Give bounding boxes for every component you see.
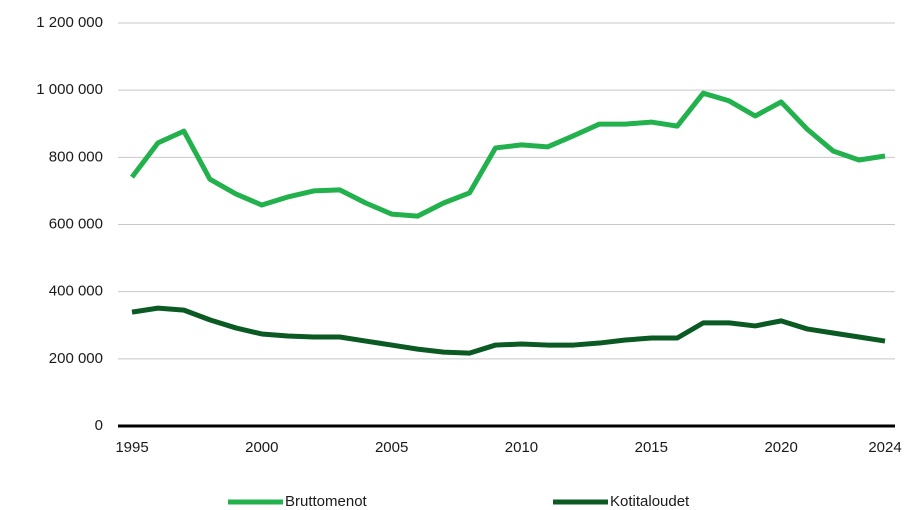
y-tick-label: 1 200 000	[36, 14, 103, 31]
x-tick-label: 2015	[635, 439, 668, 456]
x-tick-label: 2024	[868, 439, 901, 456]
y-tick-label: 0	[95, 417, 103, 434]
legend-label: Kotitaloudet	[610, 493, 690, 510]
x-tick-label: 2020	[764, 439, 797, 456]
y-tick-label: 200 000	[49, 350, 103, 367]
x-tick-label: 2010	[505, 439, 538, 456]
x-tick-label: 2005	[375, 439, 408, 456]
data-line	[131, 305, 886, 356]
x-tick-label: 1995	[115, 439, 148, 456]
y-tick-label: 800 000	[49, 148, 103, 165]
legend-label: Bruttomenot	[285, 493, 368, 510]
y-tick-label: 600 000	[49, 215, 103, 232]
data-line	[130, 90, 886, 219]
y-tick-label: 400 000	[49, 283, 103, 300]
x-tick-label: 2000	[245, 439, 278, 456]
y-tick-label: 1 000 000	[36, 81, 103, 98]
